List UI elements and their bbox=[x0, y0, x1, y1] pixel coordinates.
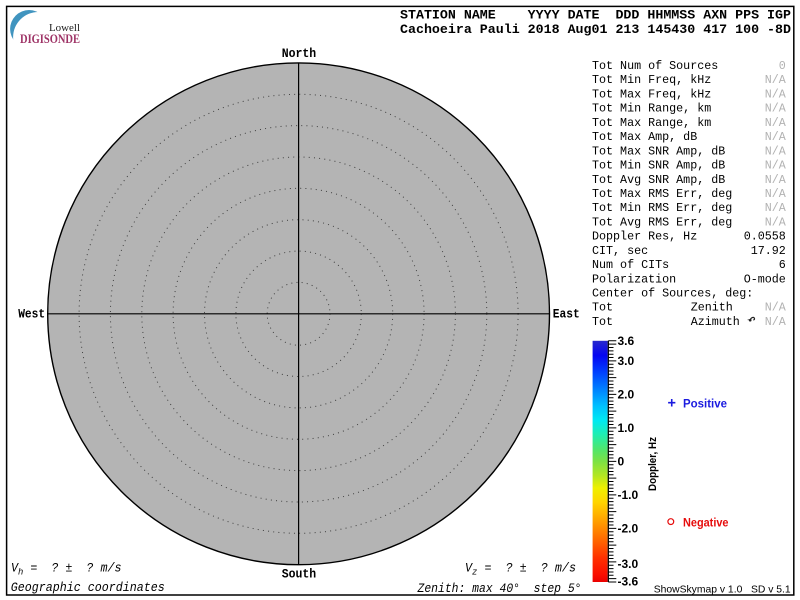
svg-text:N/A: N/A bbox=[765, 201, 787, 215]
svg-text:Negative: Negative bbox=[683, 516, 729, 530]
svg-text:Positive: Positive bbox=[683, 397, 727, 411]
svg-text:Tot: Tot bbox=[592, 301, 613, 315]
svg-text:-2.0: -2.0 bbox=[618, 521, 639, 535]
svg-text:Tot: Tot bbox=[592, 315, 613, 329]
svg-text:ShowSkymap v 1.0 SD v 5.1: ShowSkymap v 1.0 SD v 5.1 bbox=[654, 584, 791, 596]
svg-text:N/A: N/A bbox=[765, 87, 787, 101]
svg-text:Cachoeira Pauli 2018 Aug01 213: Cachoeira Pauli 2018 Aug01 213 145430 41… bbox=[400, 22, 791, 37]
svg-text:North: North bbox=[282, 46, 317, 61]
svg-text:17.92: 17.92 bbox=[751, 244, 786, 258]
svg-text:Tot Min Freq, kHz: Tot Min Freq, kHz bbox=[592, 73, 711, 87]
svg-text:N/A: N/A bbox=[765, 102, 787, 116]
svg-text:Num of CITs: Num of CITs bbox=[592, 258, 669, 272]
svg-text:3.6: 3.6 bbox=[618, 334, 635, 348]
svg-text:Doppler Res, Hz: Doppler Res, Hz bbox=[592, 230, 697, 244]
svg-text:Tot Min SNR Amp, dB: Tot Min SNR Amp, dB bbox=[592, 159, 725, 173]
svg-text:0: 0 bbox=[779, 59, 786, 73]
svg-text:-3.6: -3.6 bbox=[618, 575, 639, 589]
svg-text:Tot Min Range, km: Tot Min Range, km bbox=[592, 102, 711, 116]
svg-text:Doppler, Hz: Doppler, Hz bbox=[647, 437, 659, 491]
svg-text:N/A: N/A bbox=[765, 187, 787, 201]
svg-text:-1.0: -1.0 bbox=[618, 488, 639, 502]
svg-text:Center of Sources, deg:: Center of Sources, deg: bbox=[592, 287, 753, 301]
svg-text:Tot Min RMS Err, deg: Tot Min RMS Err, deg bbox=[592, 201, 732, 215]
svg-text:N/A: N/A bbox=[765, 315, 787, 329]
svg-text:N/A: N/A bbox=[765, 301, 787, 315]
svg-text:Tot Max Range, km: Tot Max Range, km bbox=[592, 116, 711, 130]
svg-text:6: 6 bbox=[779, 258, 786, 272]
svg-text:East: East bbox=[553, 307, 580, 322]
svg-text:1.0: 1.0 bbox=[618, 421, 635, 435]
svg-text:N/A: N/A bbox=[765, 144, 787, 158]
svg-text:Tot Max SNR Amp, dB: Tot Max SNR Amp, dB bbox=[592, 144, 725, 158]
svg-text:Zenith: max 40° step 5°: Zenith: max 40° step 5° bbox=[417, 582, 582, 596]
svg-text:N/A: N/A bbox=[765, 73, 787, 87]
svg-text:Azimuth: Azimuth bbox=[691, 315, 740, 329]
svg-text:Polarization: Polarization bbox=[592, 272, 676, 286]
svg-text:DIGISONDE: DIGISONDE bbox=[20, 31, 80, 46]
svg-text:Tot Num of Sources: Tot Num of Sources bbox=[592, 59, 718, 73]
svg-text:CIT, sec: CIT, sec bbox=[592, 244, 648, 258]
svg-text:N/A: N/A bbox=[765, 130, 787, 144]
svg-text:2.0: 2.0 bbox=[618, 387, 635, 401]
svg-text:Tot Max RMS Err, deg: Tot Max RMS Err, deg bbox=[592, 187, 732, 201]
svg-text:N/A: N/A bbox=[765, 159, 787, 173]
svg-text:Tot Max Freq, kHz: Tot Max Freq, kHz bbox=[592, 87, 711, 101]
svg-text:N/A: N/A bbox=[765, 215, 787, 229]
svg-text:+: + bbox=[668, 396, 676, 412]
svg-text:N/A: N/A bbox=[765, 116, 787, 130]
svg-text:-3.0: -3.0 bbox=[618, 557, 639, 571]
svg-text:Geographic coordinates: Geographic coordinates bbox=[11, 581, 165, 595]
svg-text:0.0558: 0.0558 bbox=[744, 230, 786, 244]
svg-text:Tot Avg SNR Amp, dB: Tot Avg SNR Amp, dB bbox=[592, 173, 725, 187]
svg-text:N/A: N/A bbox=[765, 173, 787, 187]
svg-text:Tot Avg RMS Err, deg: Tot Avg RMS Err, deg bbox=[592, 215, 732, 229]
svg-text:O-mode: O-mode bbox=[744, 272, 786, 286]
svg-text:Lowell: Lowell bbox=[49, 22, 80, 34]
svg-text:South: South bbox=[282, 567, 317, 582]
svg-text:Vz = ? ± ? m/s: Vz = ? ± ? m/s bbox=[465, 562, 576, 578]
svg-text:3.0: 3.0 bbox=[618, 354, 635, 368]
svg-text:Vh = ? ± ? m/s: Vh = ? ± ? m/s bbox=[11, 562, 122, 578]
svg-text:Zenith: Zenith bbox=[691, 301, 733, 315]
svg-text:0: 0 bbox=[618, 454, 625, 468]
svg-text:West: West bbox=[18, 307, 45, 322]
svg-text:STATION NAME YYYY DATE DDD: STATION NAME YYYY DATE DDD HHMMSS AXN PP… bbox=[400, 8, 791, 23]
svg-text:Tot Max Amp, dB: Tot Max Amp, dB bbox=[592, 130, 697, 144]
